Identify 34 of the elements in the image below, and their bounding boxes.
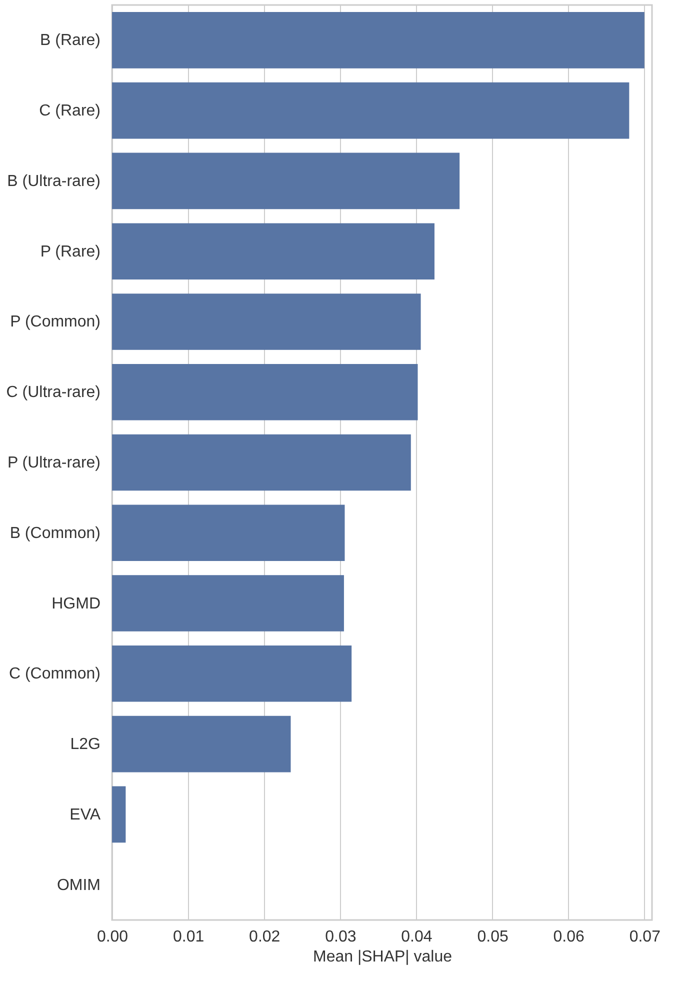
y-tick-label: C (Common) — [8, 666, 100, 683]
x-tick-label: 0.07 — [629, 928, 661, 946]
y-tick-label: HGMD — [52, 595, 100, 612]
y-tick-label: B (Rare) — [40, 32, 100, 50]
x-tick-label: 0.00 — [96, 928, 128, 946]
bar — [112, 152, 460, 210]
bar — [112, 504, 345, 562]
bar — [112, 716, 291, 772]
bar — [112, 786, 126, 843]
x-tick-label: 0.03 — [325, 928, 356, 946]
bar — [112, 434, 411, 491]
x-tick-label: 0.05 — [477, 928, 508, 946]
y-tick-label: B (Common) — [10, 524, 100, 542]
y-tick-label: P (Ultra-rare) — [7, 454, 100, 472]
bar — [112, 575, 344, 632]
bar — [112, 646, 352, 702]
y-tick-label: B (Ultra-rare) — [7, 172, 100, 190]
y-tick-label: OMIM — [56, 876, 100, 894]
y-tick-label: EVA — [70, 806, 101, 824]
y-tick-label: P (Rare) — [40, 243, 100, 260]
x-tick-label: 0.01 — [172, 928, 204, 946]
y-tick-label: C (Rare) — [39, 102, 100, 120]
y-tick-label: P (Common) — [10, 314, 100, 331]
x-tick-label: 0.02 — [249, 928, 280, 946]
x-axis-title: Mean |SHAP| value — [312, 948, 452, 966]
y-tick-label: C (Ultra-rare) — [6, 384, 100, 402]
bar — [112, 364, 418, 420]
x-tick-label: 0.04 — [401, 928, 432, 946]
bar — [112, 82, 630, 139]
bar — [112, 223, 434, 280]
y-tick-label: L2G — [70, 736, 100, 754]
bar — [112, 12, 644, 68]
x-tick-label: 0.06 — [553, 928, 585, 946]
bar — [112, 294, 421, 350]
